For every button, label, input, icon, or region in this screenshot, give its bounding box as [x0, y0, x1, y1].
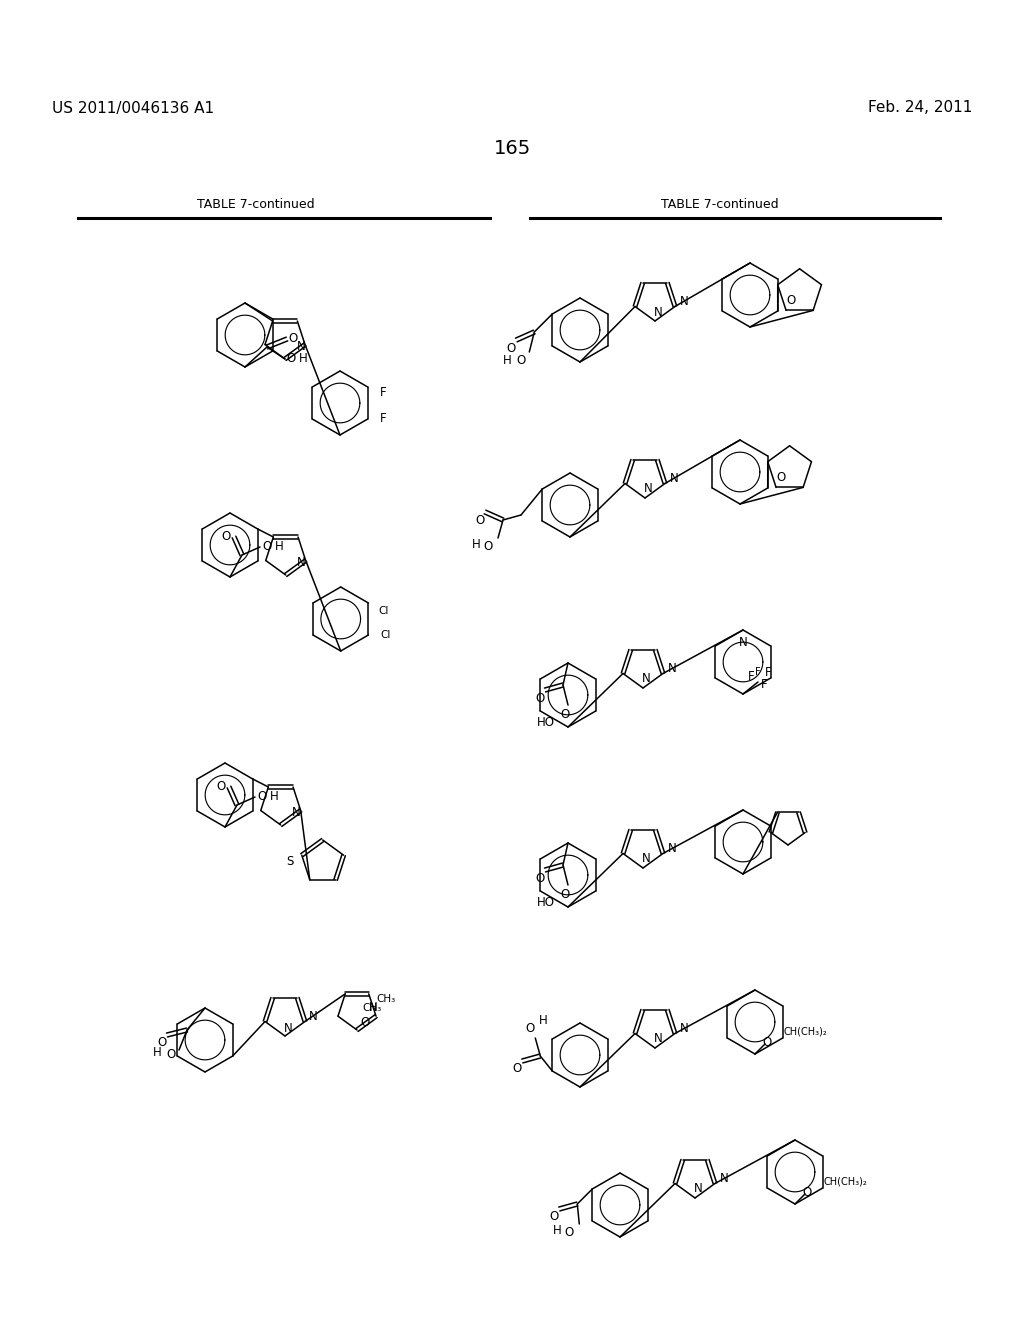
Text: N: N — [668, 842, 676, 855]
Text: H: H — [539, 1015, 548, 1027]
Text: F: F — [380, 385, 386, 399]
Text: O: O — [762, 1035, 771, 1048]
Text: N: N — [642, 853, 650, 866]
Text: O: O — [221, 531, 230, 544]
Text: N: N — [369, 1001, 378, 1014]
Text: O: O — [513, 1063, 522, 1076]
Text: S: S — [287, 855, 294, 867]
Text: N: N — [653, 1032, 663, 1045]
Text: N: N — [297, 556, 306, 569]
Text: N: N — [720, 1172, 728, 1185]
Text: O: O — [507, 342, 516, 355]
Text: H: H — [472, 537, 480, 550]
Text: TABLE 7-continued: TABLE 7-continued — [198, 198, 314, 211]
Text: N: N — [297, 341, 305, 352]
Text: CH(CH₃)₂: CH(CH₃)₂ — [823, 1177, 866, 1187]
Text: N: N — [653, 305, 663, 318]
Text: O: O — [257, 791, 266, 804]
Text: O: O — [262, 540, 271, 553]
Text: O: O — [560, 708, 569, 721]
Text: H: H — [503, 354, 512, 367]
Text: Cl: Cl — [379, 606, 389, 616]
Text: O: O — [287, 352, 296, 366]
Text: CH₃: CH₃ — [362, 1003, 381, 1012]
Text: O: O — [166, 1048, 176, 1061]
Text: O: O — [216, 780, 225, 793]
Text: N: N — [680, 1022, 688, 1035]
Text: 165: 165 — [494, 139, 530, 157]
Text: H: H — [153, 1047, 162, 1060]
Text: O: O — [475, 513, 484, 527]
Text: N: N — [668, 663, 676, 675]
Text: F: F — [748, 669, 755, 682]
Text: Cl: Cl — [381, 630, 391, 640]
Text: N: N — [680, 294, 688, 308]
Text: O: O — [360, 1015, 370, 1028]
Text: H: H — [269, 791, 279, 804]
Text: N: N — [644, 483, 652, 495]
Text: H: H — [274, 540, 284, 553]
Text: O: O — [517, 354, 526, 367]
Text: O: O — [289, 333, 298, 346]
Text: TABLE 7-continued: TABLE 7-continued — [662, 198, 779, 211]
Text: O: O — [525, 1023, 535, 1035]
Text: F: F — [380, 412, 386, 425]
Text: O: O — [536, 871, 545, 884]
Text: N: N — [284, 1022, 293, 1035]
Text: O: O — [483, 540, 493, 553]
Text: N: N — [642, 672, 650, 685]
Text: O: O — [550, 1210, 559, 1224]
Text: O: O — [802, 1185, 811, 1199]
Text: N: N — [693, 1183, 702, 1196]
Text: CH(CH₃)₂: CH(CH₃)₂ — [783, 1027, 826, 1038]
Text: F: F — [761, 677, 768, 690]
Text: CH₃: CH₃ — [377, 994, 396, 1003]
Text: O: O — [776, 471, 785, 484]
Text: N: N — [292, 807, 301, 818]
Text: O: O — [786, 294, 796, 308]
Text: H: H — [553, 1224, 561, 1237]
Text: O: O — [564, 1226, 573, 1239]
Text: US 2011/0046136 A1: US 2011/0046136 A1 — [52, 100, 214, 116]
Text: HO: HO — [537, 717, 555, 730]
Text: O: O — [158, 1036, 167, 1049]
Text: Feb. 24, 2011: Feb. 24, 2011 — [867, 100, 972, 116]
Text: O: O — [560, 887, 569, 900]
Text: HO: HO — [537, 896, 555, 909]
Text: N: N — [738, 635, 748, 648]
Text: H: H — [299, 352, 307, 366]
Text: F: F — [765, 665, 772, 678]
Text: F: F — [755, 667, 761, 677]
Text: O: O — [536, 692, 545, 705]
Text: N: N — [308, 1010, 317, 1023]
Text: N: N — [670, 473, 678, 484]
